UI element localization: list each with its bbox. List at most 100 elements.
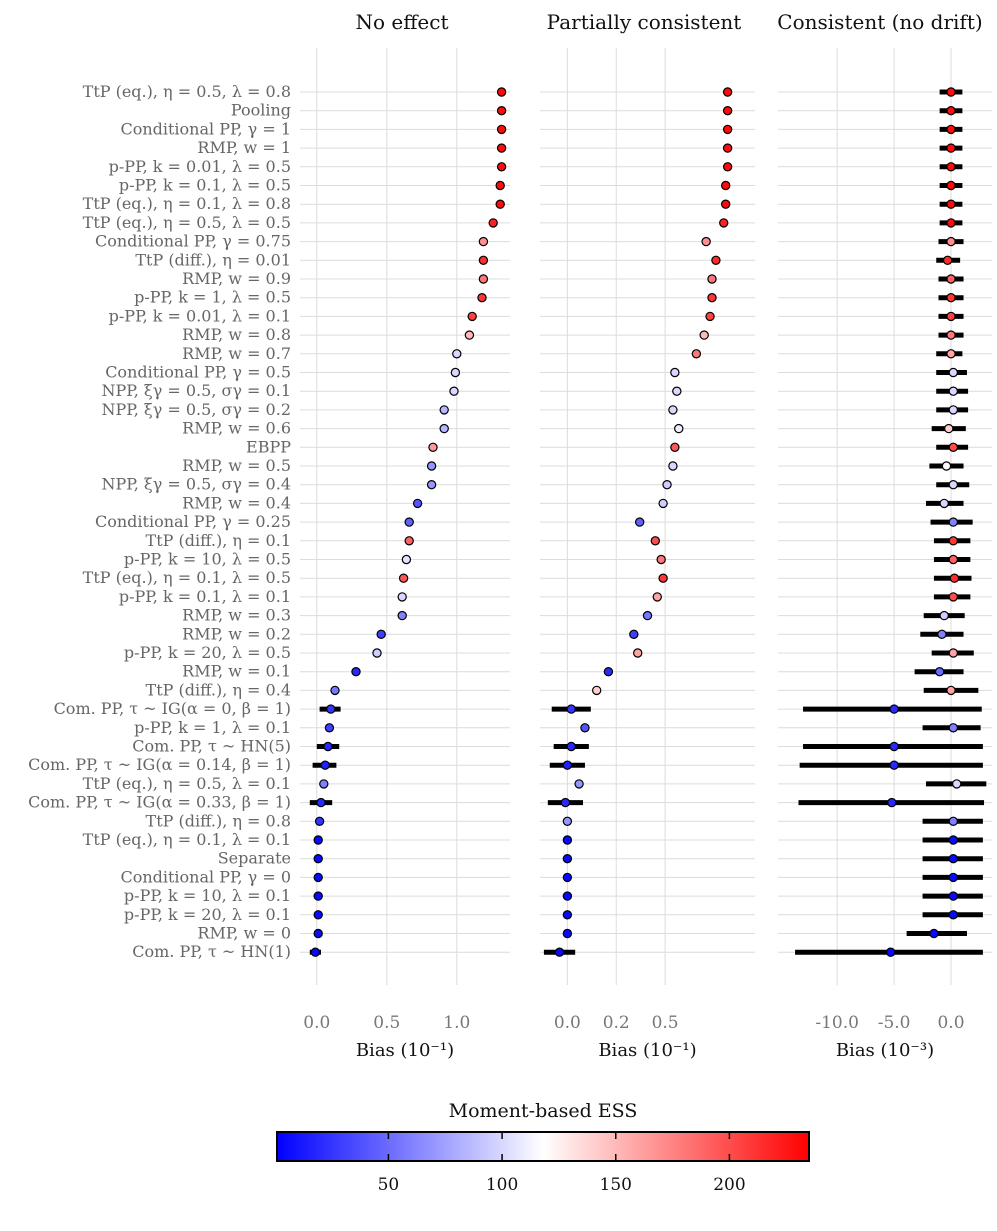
row-label: p-PP, k = 10, λ = 0.1 <box>124 886 291 905</box>
point-estimate <box>412 498 423 509</box>
point-estimate <box>948 386 958 396</box>
colorbar: Moment-based ESS 50 100 150 200 <box>276 1100 810 1195</box>
point-estimate <box>313 835 323 845</box>
x-axis-label: Bias (10⁻¹) <box>598 1040 696 1061</box>
row-label: Com. PP, τ ~ IG(α = 0, β = 1) <box>54 699 291 718</box>
point-estimate <box>496 143 507 153</box>
point-estimate <box>937 629 947 640</box>
row-label: RMP, w = 0.3 <box>182 606 291 625</box>
point-estimate <box>946 199 956 209</box>
point-estimate <box>949 573 960 583</box>
point-estimate <box>672 386 682 396</box>
point-estimate <box>562 891 573 901</box>
point-estimate <box>722 143 733 153</box>
point-estimate <box>313 891 323 901</box>
row-label: EBPP <box>246 437 291 456</box>
row-label: TtP (eq.), η = 0.5, λ = 0.1 <box>83 774 291 793</box>
point-estimate <box>939 498 949 509</box>
point-estimate <box>722 105 733 116</box>
point-estimate <box>946 218 956 228</box>
point-estimate <box>634 517 645 527</box>
point-estimate <box>948 554 958 565</box>
point-estimate <box>656 554 666 565</box>
point-estimate <box>668 461 678 471</box>
point-estimate <box>691 349 702 359</box>
point-estimate <box>720 199 731 209</box>
point-estimate <box>495 180 505 191</box>
point-estimate <box>946 105 956 116</box>
point-estimate <box>948 405 958 415</box>
row-label: TtP (eq.), η = 0.5, λ = 0.5 <box>83 213 291 232</box>
point-estimate <box>316 797 326 808</box>
point-estimate <box>580 723 590 733</box>
point-estimate <box>948 872 958 883</box>
row-label: TtP (eq.), η = 0.5, λ = 0.8 <box>83 82 291 101</box>
point-estimate <box>320 760 330 770</box>
point-estimate <box>948 648 958 658</box>
panel-no-effect: No effect 0.0 0.5 1.0 Bias (10⁻¹) <box>300 10 510 1061</box>
row-label: Com. PP, τ ~ HN(5) <box>132 737 291 756</box>
row-label: RMP, w = 0.8 <box>182 325 291 344</box>
row-label: TtP (diff.), η = 0.8 <box>146 811 291 830</box>
point-estimate <box>948 592 958 602</box>
colorbar-gradient <box>276 1131 810 1162</box>
row-label: TtP (eq.), η = 0.1, λ = 0.5 <box>83 568 291 587</box>
x-tick-label: 0.0 <box>937 1013 964 1033</box>
point-estimate <box>707 293 717 303</box>
row-label: TtP (diff.), η = 0.1 <box>146 531 291 550</box>
point-estimate <box>699 330 709 340</box>
point-estimate <box>948 442 958 452</box>
row-label: Pooling <box>231 101 291 120</box>
point-estimate <box>439 423 449 434</box>
point-estimate <box>946 236 956 247</box>
point-estimate <box>633 648 643 658</box>
point-estimate <box>314 816 325 827</box>
point-estimate <box>939 610 949 621</box>
point-estimate <box>376 629 386 640</box>
point-estimate <box>948 854 958 864</box>
point-estimate <box>711 255 721 265</box>
point-estimate <box>562 872 573 883</box>
point-estimate <box>562 760 573 770</box>
x-tick-label: -5.0 <box>878 1013 911 1033</box>
point-estimate <box>496 124 507 135</box>
row-label: RMP, w = 0.5 <box>182 456 291 475</box>
x-tick-label: 0.2 <box>603 1013 630 1033</box>
row-label: p-PP, k = 1, λ = 0.1 <box>134 718 291 737</box>
point-estimate <box>948 480 958 490</box>
point-estimate <box>478 255 489 265</box>
point-estimate <box>929 928 939 939</box>
row-label: Conditional PP, γ = 0.5 <box>105 363 291 382</box>
point-estimate <box>464 330 475 340</box>
point-estimate <box>946 685 956 696</box>
point-estimate <box>658 498 668 509</box>
point-estimate <box>948 536 958 546</box>
point-estimate <box>946 311 956 322</box>
point-estimate <box>562 928 573 939</box>
point-estimate <box>313 872 323 883</box>
point-estimate <box>948 835 958 845</box>
row-label: RMP, w = 0.6 <box>182 419 291 438</box>
point-estimate <box>946 124 956 135</box>
point-estimate <box>467 311 477 322</box>
point-estimate <box>934 667 945 677</box>
point-estimate <box>885 947 896 957</box>
row-label: RMP, w = 0.9 <box>182 269 291 288</box>
point-estimate <box>948 891 958 901</box>
point-estimate <box>496 162 507 172</box>
point-estimate <box>554 947 565 957</box>
point-estimate <box>452 349 462 359</box>
point-estimate <box>650 536 661 546</box>
point-estimate <box>948 723 958 733</box>
row-label: Com. PP, τ ~ IG(α = 0.33, β = 1) <box>28 793 291 812</box>
row-label: p-PP, k = 20, λ = 0.1 <box>124 905 291 924</box>
colorbar-ticks: 50 100 150 200 <box>378 1132 746 1195</box>
point-estimate <box>948 517 958 527</box>
point-estimate <box>323 741 333 752</box>
point-estimate <box>330 685 340 696</box>
point-estimate <box>324 723 335 733</box>
colorbar-tick-label: 100 <box>486 1175 518 1195</box>
